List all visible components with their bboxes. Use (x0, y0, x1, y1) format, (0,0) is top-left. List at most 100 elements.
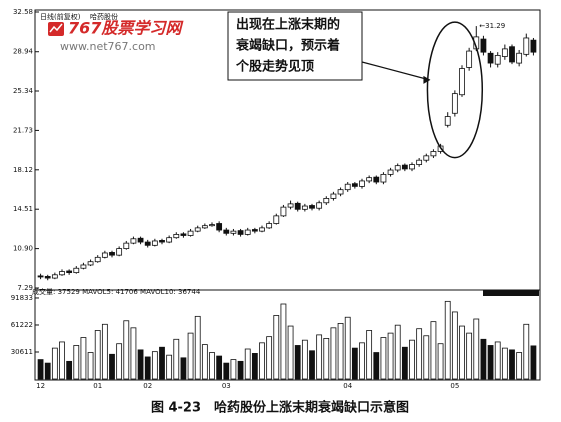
volume-bar (187, 332, 194, 380)
candle-body (173, 234, 180, 239)
volume-bar (244, 348, 251, 380)
volume-bar (523, 323, 530, 380)
volume-bar (330, 327, 337, 380)
x-tick-label: 02 (143, 382, 152, 390)
volume-bar (416, 328, 423, 380)
volume-bar (337, 323, 344, 380)
candle-body (509, 46, 515, 63)
volume-bar (387, 332, 394, 380)
candle-body (516, 52, 523, 64)
volume-bar (509, 349, 515, 380)
volume-bar (59, 341, 65, 380)
candle-body (280, 206, 287, 217)
volume-bar (287, 325, 294, 380)
volume-bar (344, 316, 351, 380)
volume-bar (251, 353, 258, 380)
candle-body (323, 198, 330, 204)
frame (34, 9, 541, 381)
candle-body (444, 116, 451, 126)
y-tick-label: 18.12 (13, 166, 33, 174)
candle-body (251, 229, 258, 232)
x-tick-label: 12 (36, 382, 45, 390)
volume-bar (294, 345, 301, 380)
candle-body (37, 275, 44, 278)
candle-body (216, 223, 223, 231)
watermark-icon-line (49, 23, 63, 33)
volume-bar (323, 338, 330, 380)
volume-bar (44, 362, 51, 380)
x-tick-label: 05 (450, 382, 459, 390)
y-tick-label: 21.73 (13, 126, 33, 134)
volume-bar (366, 330, 373, 380)
candle-body (423, 155, 430, 161)
volume-bar (223, 362, 230, 380)
candle-body (223, 229, 230, 234)
volume-bar (309, 350, 315, 380)
candle-body (94, 256, 101, 263)
candle-body (266, 223, 273, 229)
volume-bar (201, 344, 208, 380)
candle-body (187, 230, 194, 236)
candle-body (459, 68, 465, 96)
x-tick-label: 04 (343, 382, 352, 390)
candle-body (51, 274, 58, 279)
volume-bar (430, 321, 437, 380)
volume-bar (230, 359, 237, 380)
candle-body (409, 164, 415, 170)
annotation-box (227, 11, 363, 81)
candle-body (387, 169, 394, 175)
candle-body (380, 173, 387, 183)
candle-body (73, 267, 80, 274)
candle-body (244, 229, 251, 235)
candle-body (259, 227, 265, 232)
candle-body (287, 203, 294, 208)
candle-body (309, 205, 315, 209)
y-tick-label: 14.51 (13, 205, 33, 213)
volume-bar (66, 360, 73, 380)
volume-bar (316, 334, 323, 380)
volume-bar (194, 315, 201, 380)
volume-header-bar (483, 290, 539, 296)
annotation-line: 出现在上涨末期的 (236, 17, 340, 33)
candle-body (344, 183, 351, 191)
volume-bar (101, 323, 108, 380)
volume-bar (401, 346, 408, 380)
candle-body (366, 177, 373, 182)
volume-bar (423, 335, 430, 380)
volume-bar (173, 338, 180, 380)
candle-body (180, 233, 187, 236)
watermark-brand: 767股票学习网 (68, 19, 184, 38)
candle-body (201, 225, 208, 229)
candle-body (237, 230, 244, 235)
volume-bar (130, 327, 137, 380)
candle-body (230, 230, 237, 234)
volume-bar (444, 300, 451, 380)
volume-bar (301, 339, 308, 380)
volume-bar (380, 337, 387, 380)
candle-body (87, 261, 94, 266)
caption: 图 4-23 哈药股份上涨末期衰竭缺口示意图 (151, 400, 409, 416)
candle-body (494, 55, 501, 65)
candle-body (466, 50, 473, 68)
volume-bar (409, 339, 415, 380)
candle-body (373, 176, 380, 183)
volume-bar (180, 357, 187, 380)
volume-bar (351, 347, 358, 380)
volume-bar (73, 345, 80, 380)
volume-bar (459, 325, 465, 380)
volume-bar (480, 338, 487, 380)
y-tick-label: 25.34 (13, 87, 34, 95)
volume-bar (37, 359, 44, 380)
candle-body (137, 237, 144, 243)
volume-bar (501, 347, 508, 380)
y-tick-label: 91833 (11, 294, 33, 302)
volume-bar (259, 342, 265, 380)
annotation-line: 衰竭缺口，预示着 (235, 38, 340, 54)
volume-bar (516, 352, 523, 380)
volume-bar (209, 352, 215, 380)
y-tick-label: 10.90 (13, 245, 33, 253)
candle-body (480, 38, 487, 53)
volume-bar (487, 345, 494, 380)
y-tick-label: 7.29 (17, 284, 33, 292)
